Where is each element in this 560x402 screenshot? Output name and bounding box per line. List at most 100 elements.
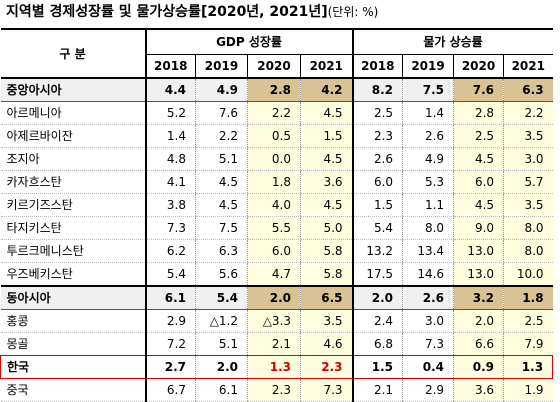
cpi-value-cell: 14.6 — [402, 262, 454, 287]
gdp-value-cell: 6.5 — [299, 285, 353, 310]
table-title-main: 지역별 경제성장률 및 물가상승률[2020년, 2021년] — [6, 4, 328, 20]
year-header: 2018 — [144, 54, 196, 79]
row-name: 동아시아 — [0, 285, 146, 310]
cpi-value-cell: 0.9 — [453, 355, 504, 379]
cpi-value-cell: 8.0 — [402, 216, 454, 240]
row-name: 우즈베키스탄 — [0, 262, 146, 287]
year-header: 2018 — [351, 54, 403, 79]
country-row: 조지아 4.8 5.1 0.0 4.5 2.6 4.9 4.5 3.0 — [0, 147, 553, 171]
cpi-value-cell: 6.6 — [453, 332, 504, 356]
cpi-value-cell: 6.3 — [503, 77, 553, 102]
cpi-value-cell: 8.2 — [351, 77, 403, 102]
gdp-value-cell: 6.0 — [247, 239, 301, 263]
cpi-value-cell: 2.6 — [402, 285, 454, 310]
cpi-value-cell: 2.6 — [402, 124, 454, 148]
row-name: 조지아 — [0, 147, 146, 171]
gdp-value-cell: 2.7 — [144, 355, 196, 379]
gdp-value-cell: 0.0 — [247, 147, 301, 171]
cpi-value-cell: 2.9 — [402, 378, 454, 402]
cpi-value-cell: 6.8 — [351, 332, 403, 356]
year-header: 2019 — [402, 54, 454, 79]
gdp-value-cell: 1.3 — [247, 355, 301, 379]
gdp-value-cell: 4.4 — [144, 77, 196, 102]
cpi-value-cell: 2.3 — [351, 124, 403, 148]
cpi-value-cell: 2.4 — [351, 309, 403, 333]
gdp-value-cell: 7.3 — [144, 216, 196, 240]
cpi-value-cell: 3.2 — [453, 285, 504, 310]
country-row: 중국 6.7 6.1 2.3 7.3 2.1 2.9 3.6 1.9 — [0, 378, 553, 402]
gdp-value-cell: 6.2 — [144, 239, 196, 263]
cpi-value-cell: 8.0 — [503, 216, 553, 240]
cpi-value-cell: 1.1 — [402, 193, 454, 217]
cpi-value-cell: 4.5 — [453, 147, 504, 171]
country-row: 몽골 7.2 5.1 2.1 4.6 6.8 7.3 6.6 7.9 — [0, 332, 553, 356]
cpi-value-cell: 5.4 — [351, 216, 403, 240]
row-name: 몽골 — [0, 332, 146, 356]
cpi-value-cell: 3.0 — [503, 147, 553, 171]
year-header: 2020 — [453, 54, 504, 79]
cpi-value-cell: 13.4 — [402, 239, 454, 263]
gdp-value-cell: 2.2 — [195, 124, 248, 148]
gdp-value-cell: 4.8 — [144, 147, 196, 171]
gdp-value-cell: 6.1 — [144, 285, 196, 310]
row-name: 카자흐스탄 — [0, 170, 146, 194]
table-title: 지역별 경제성장률 및 물가상승률[2020년, 2021년](단위: %) — [0, 0, 560, 26]
cpi-value-cell: 5.7 — [503, 170, 553, 194]
gdp-value-cell: 4.7 — [247, 262, 301, 287]
cpi-value-cell: 13.0 — [453, 262, 504, 287]
gdp-value-cell: 5.5 — [247, 216, 301, 240]
cpi-value-cell: 2.5 — [453, 124, 504, 148]
region-row: 중앙아시아 4.4 4.9 2.8 4.2 8.2 7.5 7.6 6.3 — [0, 77, 553, 102]
gdp-value-cell: 7.3 — [299, 378, 353, 402]
cpi-value-cell: 2.8 — [453, 101, 504, 125]
country-row: 카자흐스탄 4.1 4.5 1.8 3.6 6.0 5.3 6.0 5.7 — [0, 170, 553, 194]
gdp-value-cell: △3.3 — [247, 309, 301, 333]
gdp-value-cell: 1.5 — [299, 124, 353, 148]
country-row: 투르크메니스탄 6.2 6.3 6.0 5.8 13.2 13.4 13.0 8.0 — [0, 239, 553, 263]
gdp-value-cell: 2.0 — [247, 285, 301, 310]
cpi-value-cell: 7.9 — [503, 332, 553, 356]
gdp-value-cell: 7.2 — [144, 332, 196, 356]
row-name: 아제르바이잔 — [0, 124, 146, 148]
gdp-value-cell: 6.1 — [195, 378, 248, 402]
cpi-value-cell: 7.3 — [402, 332, 454, 356]
country-row: 우즈베키스탄 5.4 5.6 4.7 5.8 17.5 14.6 13.0 10.0 — [0, 262, 553, 287]
gdp-value-cell: 5.2 — [144, 101, 196, 125]
gdp-value-cell: 4.2 — [299, 77, 353, 102]
cpi-value-cell: 2.0 — [351, 285, 403, 310]
cpi-value-cell: 10.0 — [503, 262, 553, 287]
gdp-value-cell: 6.7 — [144, 378, 196, 402]
region-row: 동아시아 6.1 5.4 2.0 6.5 2.0 2.6 3.2 1.8 — [0, 285, 553, 310]
cpi-value-cell: 1.4 — [402, 101, 454, 125]
korea-row: 한국 2.7 2.0 1.3 2.3 1.5 0.4 0.9 1.3 — [0, 355, 554, 379]
cpi-value-cell: 13.0 — [453, 239, 504, 263]
cpi-group-header: 물가 상승률 — [351, 28, 553, 55]
gdp-value-cell: 2.2 — [247, 101, 301, 125]
gdp-value-cell: 3.6 — [299, 170, 353, 194]
growth-inflation-table: 구 분 GDP 성장률 물가 상승률 2018 2019 2020 2021 2… — [0, 28, 554, 402]
cpi-value-cell: 3.5 — [503, 193, 553, 217]
gdp-value-cell: 6.3 — [195, 239, 248, 263]
gdp-value-cell: 2.8 — [247, 77, 301, 102]
cpi-value-cell: 2.5 — [503, 309, 553, 333]
year-header: 2021 — [299, 54, 353, 79]
row-name: 타지키스탄 — [0, 216, 146, 240]
table-unit: (단위: %) — [327, 5, 379, 19]
gdp-value-cell: 5.8 — [299, 262, 353, 287]
gdp-value-cell: 5.1 — [195, 332, 248, 356]
country-row: 아제르바이잔 1.4 2.2 0.5 1.5 2.3 2.6 2.5 3.5 — [0, 124, 553, 148]
cpi-value-cell: 2.2 — [503, 101, 553, 125]
row-name: 투르크메니스탄 — [0, 239, 146, 263]
row-name: 키르기즈스탄 — [0, 193, 146, 217]
gdp-value-cell: 4.5 — [195, 170, 248, 194]
cpi-value-cell: 5.3 — [402, 170, 454, 194]
cpi-value-cell: 7.6 — [453, 77, 504, 102]
cpi-value-cell: 1.5 — [351, 193, 403, 217]
cpi-value-cell: 13.2 — [351, 239, 403, 263]
cpi-value-cell: 1.5 — [351, 355, 403, 379]
cpi-value-cell: 8.0 — [503, 239, 553, 263]
gdp-value-cell: 1.8 — [247, 170, 301, 194]
gdp-value-cell: 2.0 — [195, 355, 248, 379]
gdp-value-cell: 4.5 — [299, 101, 353, 125]
cpi-value-cell: 1.9 — [503, 378, 553, 402]
